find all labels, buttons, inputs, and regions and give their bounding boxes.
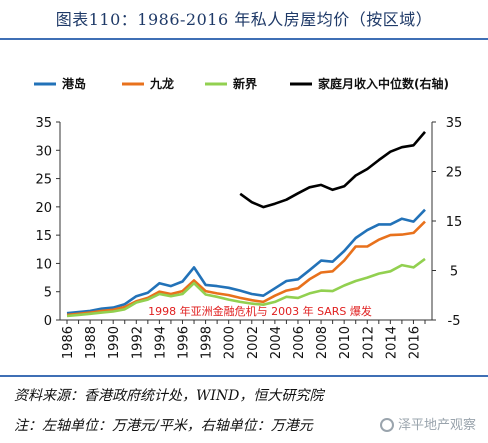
legend-label: 港岛	[62, 76, 86, 91]
x-tick-label: 2002	[246, 326, 261, 359]
y-left-tick-label: 35	[35, 116, 52, 131]
x-tick-label: 2000	[223, 326, 238, 359]
y-right-tick-label: -5	[448, 314, 461, 329]
y-left-tick-label: 15	[35, 229, 52, 244]
y-right-tick-label: 15	[446, 215, 463, 230]
y-right-tick-label: 25	[446, 166, 463, 181]
series-line	[66, 257, 426, 318]
x-tick-label: 1998	[200, 326, 215, 359]
y-right-tick-label: 5	[450, 265, 458, 280]
x-tick-label: 1990	[107, 326, 122, 359]
chart-title: 图表110：1986-2016 年私人房屋均价（按区域）	[0, 0, 488, 40]
x-tick-label: 2014	[384, 326, 399, 359]
footer: 资料来源：香港政府统计处，WIND，恒大研究院 注：左轴单位：万港元/平米，右轴…	[0, 375, 488, 443]
legend-label: 九龙	[149, 76, 174, 91]
x-tick-label: 2008	[315, 326, 330, 359]
series-line	[66, 208, 426, 315]
watermark-text: 泽平地产观察	[397, 418, 476, 433]
x-tick-label: 2016	[407, 326, 422, 359]
series-line	[66, 220, 426, 317]
y-right-tick-label: 35	[446, 116, 463, 131]
y-left-tick-label: 20	[35, 201, 52, 216]
series-line	[239, 131, 426, 209]
annotation-text: 1998 年亚洲金融危机与 2003 年 SARS 爆发	[148, 304, 372, 318]
y-left-tick-label: 25	[35, 173, 52, 188]
x-tick-label: 1994	[153, 326, 168, 359]
line-chart: 港岛 九龙 新界 家庭月收入中位数(右轴) 0 5 10 15 20 25 30 35 -5 5 15 25…	[34, 76, 462, 359]
y-left-tick-label: 0	[44, 314, 52, 329]
y-left-tick-label: 5	[44, 286, 52, 301]
source-note: 资料来源：香港政府统计处，WIND，恒大研究院	[14, 388, 324, 404]
x-tick-label: 1986	[61, 326, 76, 359]
x-tick-label: 1992	[130, 326, 145, 359]
x-tick-label: 2004	[269, 326, 284, 359]
unit-note: 注：左轴单位：万港元/平米，右轴单位：万港元	[14, 418, 313, 434]
x-tick-label: 2012	[361, 326, 376, 359]
legend-label: 家庭月收入中位数(右轴)	[318, 76, 449, 91]
legend-label: 新界	[233, 76, 257, 91]
x-tick-label: 2006	[292, 326, 307, 359]
watermark: 泽平地产观察	[375, 412, 480, 435]
x-tick-label: 1988	[84, 326, 99, 359]
y-left-tick-label: 10	[35, 257, 52, 272]
x-tick-label: 2010	[338, 326, 353, 359]
series-lines	[66, 131, 426, 318]
legend: 港岛 九龙 新界 家庭月收入中位数(右轴)	[34, 76, 449, 91]
y-left-tick-label: 30	[35, 144, 52, 159]
wechat-logo-icon	[379, 418, 394, 432]
x-tick-label: 1996	[176, 326, 191, 359]
annotation: 1998 年亚洲金融危机与 2003 年 SARS 爆发	[148, 304, 372, 318]
